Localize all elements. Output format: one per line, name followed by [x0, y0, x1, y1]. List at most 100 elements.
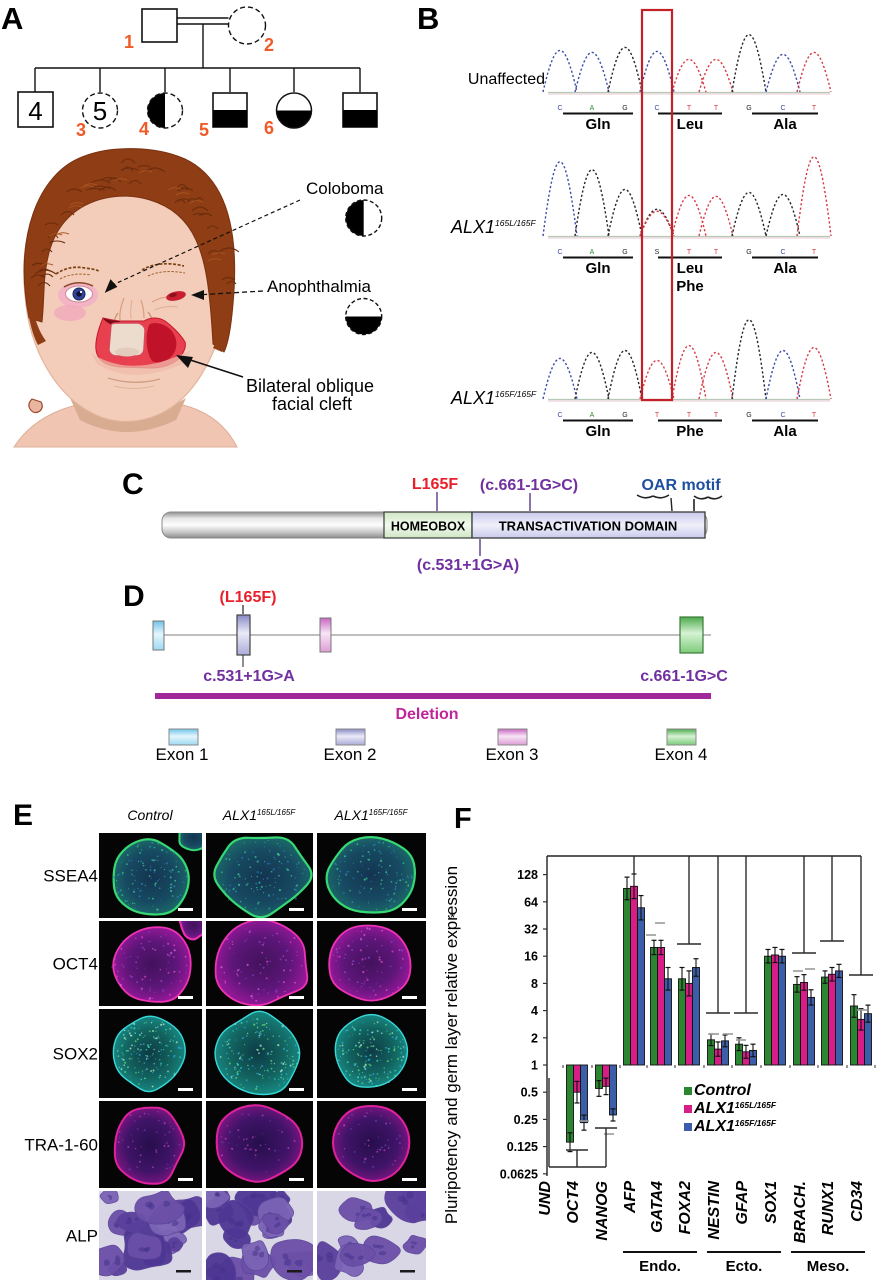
svg-text:SOX1: SOX1	[763, 1181, 780, 1224]
svg-text:F: F	[454, 803, 472, 835]
svg-text:D: D	[123, 580, 145, 613]
svg-text:Control: Control	[694, 1082, 751, 1099]
svg-text:Coloboma: Coloboma	[306, 179, 384, 198]
svg-text:C: C	[780, 105, 785, 112]
svg-text:A: A	[590, 105, 595, 112]
svg-text:SSEA4: SSEA4	[43, 867, 98, 886]
svg-text:T: T	[687, 105, 692, 112]
svg-text:ALX1165F/165F: ALX1165F/165F	[450, 388, 537, 408]
svg-text:Gln: Gln	[586, 116, 611, 133]
svg-text:0.5: 0.5	[521, 1086, 538, 1100]
svg-text:(c.531+1G>A): (c.531+1G>A)	[417, 557, 519, 574]
svg-text:OCT4: OCT4	[53, 955, 98, 974]
svg-text:Ala: Ala	[773, 423, 797, 440]
svg-text:Gln: Gln	[586, 423, 611, 440]
svg-text:G: G	[622, 412, 627, 419]
svg-text:UND: UND	[537, 1181, 554, 1216]
svg-text:Exon 4: Exon 4	[655, 745, 708, 764]
svg-text:T: T	[714, 105, 719, 112]
svg-text:c.661-1G>C: c.661-1G>C	[640, 668, 728, 685]
svg-text:Ecto.: Ecto.	[726, 1258, 763, 1275]
svg-text:T: T	[812, 105, 817, 112]
svg-text:Exon 1: Exon 1	[156, 745, 209, 764]
svg-text:T: T	[714, 412, 719, 419]
svg-text:ALX1165F/165F: ALX1165F/165F	[334, 807, 409, 823]
svg-text:Phe: Phe	[676, 278, 704, 295]
svg-text:HOMEOBOX: HOMEOBOX	[391, 520, 466, 534]
svg-text:Anophthalmia: Anophthalmia	[267, 277, 372, 296]
svg-text:C: C	[654, 105, 659, 112]
svg-text:0.25: 0.25	[514, 1113, 538, 1127]
svg-text:Control: Control	[127, 807, 173, 823]
svg-text:64: 64	[524, 895, 538, 909]
svg-text:2: 2	[531, 1031, 538, 1045]
svg-text:OAR motif: OAR motif	[641, 477, 721, 494]
svg-text:C: C	[122, 468, 144, 501]
svg-text:G: G	[622, 105, 627, 112]
svg-text:0.125: 0.125	[507, 1140, 538, 1154]
svg-text:A: A	[590, 249, 595, 256]
svg-text:TRANSACTIVATION DOMAIN: TRANSACTIVATION DOMAIN	[499, 519, 678, 534]
svg-text:AFP: AFP	[622, 1181, 639, 1214]
svg-text:Phe: Phe	[676, 423, 704, 440]
svg-text:32: 32	[524, 923, 538, 937]
svg-text:E: E	[13, 799, 33, 832]
svg-text:ALP: ALP	[66, 1227, 98, 1246]
svg-text:A: A	[590, 412, 595, 419]
svg-text:CD34: CD34	[849, 1181, 866, 1222]
svg-text:Ala: Ala	[773, 116, 797, 133]
svg-text:T: T	[812, 249, 817, 256]
svg-text:5: 5	[93, 96, 107, 126]
svg-text:ALX1165F/165F: ALX1165F/165F	[693, 1118, 777, 1135]
svg-text:(c.661-1G>C): (c.661-1G>C)	[480, 477, 578, 494]
svg-text:3: 3	[76, 120, 86, 140]
svg-text:T: T	[687, 412, 692, 419]
svg-text:Leu: Leu	[677, 260, 704, 277]
svg-text:GATA4: GATA4	[649, 1181, 666, 1233]
svg-text:G: G	[746, 105, 751, 112]
svg-text:C: C	[557, 412, 562, 419]
svg-text:L165F: L165F	[412, 476, 458, 493]
svg-text:8: 8	[531, 977, 538, 991]
svg-text:4: 4	[28, 96, 42, 126]
svg-text:G: G	[622, 249, 627, 256]
svg-text:GFAP: GFAP	[734, 1181, 751, 1225]
svg-text:*: *	[450, 910, 455, 925]
svg-text:16: 16	[524, 950, 538, 964]
svg-text:S: S	[655, 249, 660, 256]
svg-text:C: C	[780, 249, 785, 256]
svg-text:Exon 3: Exon 3	[486, 745, 539, 764]
svg-text:6: 6	[264, 118, 274, 138]
svg-text:FOXA2: FOXA2	[677, 1181, 694, 1234]
svg-text:RUNX1: RUNX1	[820, 1181, 837, 1235]
svg-text:0.0625: 0.0625	[500, 1167, 538, 1181]
svg-text:1: 1	[124, 32, 134, 52]
svg-text:Meso.: Meso.	[807, 1258, 850, 1275]
svg-text:5: 5	[199, 120, 209, 140]
svg-text:C: C	[557, 105, 562, 112]
svg-text:B: B	[417, 1, 439, 36]
svg-text:OCT4: OCT4	[565, 1181, 582, 1224]
svg-text:Bilateral oblique: Bilateral oblique	[246, 376, 374, 396]
svg-text:4: 4	[531, 1004, 538, 1018]
svg-text:Endo.: Endo.	[639, 1258, 681, 1275]
svg-text:NESTIN: NESTIN	[706, 1181, 723, 1240]
svg-text:(L165F): (L165F)	[220, 589, 277, 606]
svg-text:A: A	[1, 1, 23, 36]
svg-text:TRA-1-60: TRA-1-60	[24, 1136, 98, 1155]
svg-text:Deletion: Deletion	[395, 706, 458, 723]
svg-text:G: G	[746, 412, 751, 419]
svg-text:T: T	[655, 412, 660, 419]
svg-text:4: 4	[139, 119, 149, 139]
svg-text:SOX2: SOX2	[53, 1045, 98, 1064]
svg-text:NANOG: NANOG	[594, 1181, 611, 1241]
svg-text:C: C	[780, 412, 785, 419]
svg-text:Gln: Gln	[586, 260, 611, 277]
svg-text:Pluripotency and germ layer re: Pluripotency and germ layer relative exp…	[442, 866, 461, 1224]
svg-text:ALX1165L/165F: ALX1165L/165F	[450, 217, 536, 237]
svg-text:BRACH.: BRACH.	[792, 1181, 809, 1243]
svg-text:T: T	[687, 249, 692, 256]
svg-text:ALX1165L/165F: ALX1165L/165F	[222, 807, 297, 823]
svg-text:c.531+1G>A: c.531+1G>A	[203, 668, 295, 685]
svg-text:C: C	[557, 249, 562, 256]
